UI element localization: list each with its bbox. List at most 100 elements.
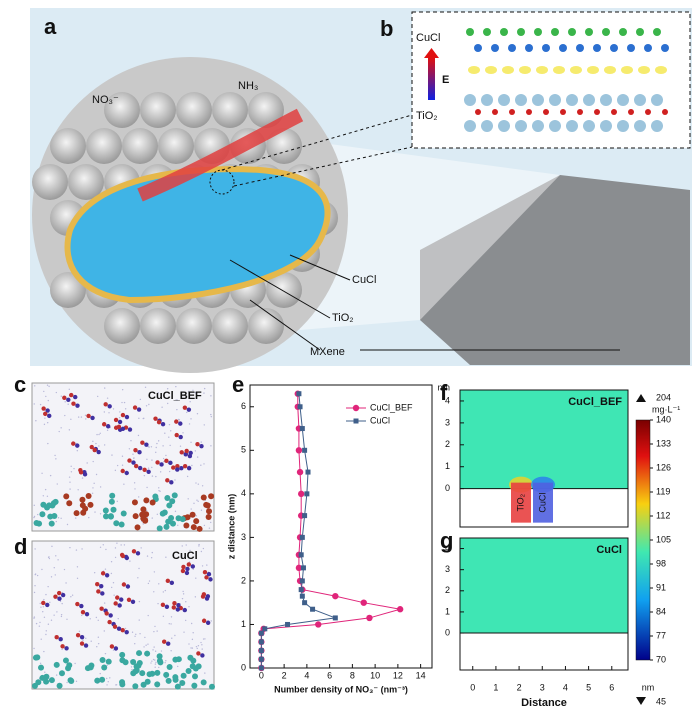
water — [121, 389, 124, 391]
water — [46, 422, 49, 424]
ion — [174, 432, 179, 438]
water — [210, 413, 212, 416]
water — [96, 433, 98, 436]
colorbar-tick-label: 140 — [656, 414, 671, 424]
surface-atom — [40, 501, 47, 508]
ion — [200, 653, 205, 658]
surface-atom — [82, 505, 89, 512]
water — [46, 495, 49, 497]
ion — [45, 602, 50, 608]
atom — [568, 28, 576, 36]
ion — [146, 469, 151, 475]
water — [210, 415, 213, 418]
water — [114, 556, 117, 559]
ion — [60, 592, 66, 598]
water — [210, 521, 212, 524]
x-tick-label: 10 — [370, 670, 380, 680]
water — [168, 436, 170, 438]
water — [110, 572, 113, 575]
ion — [47, 413, 52, 419]
water — [99, 546, 102, 548]
surface-atom — [184, 514, 191, 521]
water — [182, 590, 184, 593]
water — [137, 577, 139, 579]
x-tick-label: 14 — [416, 670, 426, 680]
point — [366, 614, 373, 622]
surface-atom — [109, 492, 116, 499]
ion — [124, 629, 129, 635]
water — [117, 617, 119, 620]
water — [43, 423, 46, 426]
ion — [117, 419, 123, 425]
charge — [468, 66, 480, 74]
water — [166, 388, 169, 390]
water — [106, 684, 108, 686]
x-tick-label: 0 — [259, 670, 264, 680]
atom — [491, 44, 499, 52]
water — [48, 385, 50, 388]
water — [194, 391, 196, 394]
water — [175, 385, 177, 388]
charge — [502, 66, 514, 74]
water — [44, 417, 46, 419]
water — [70, 596, 72, 598]
ion — [43, 411, 48, 417]
surface-atom — [144, 678, 151, 685]
atom — [466, 28, 474, 36]
water — [143, 646, 145, 648]
water — [112, 581, 115, 584]
ion — [53, 594, 58, 599]
water — [188, 390, 190, 393]
charge — [485, 66, 497, 74]
ion — [190, 564, 196, 569]
water — [67, 403, 69, 405]
surface-atom — [164, 494, 171, 501]
ion — [117, 603, 122, 608]
colorbar-tick-label: 112 — [656, 510, 670, 520]
ion — [99, 583, 104, 589]
atom — [532, 120, 544, 132]
ion — [79, 641, 85, 646]
water — [55, 674, 58, 676]
water — [121, 464, 124, 466]
legend-label: CuCl_BEF — [370, 402, 413, 412]
water — [56, 611, 58, 613]
water — [56, 483, 58, 485]
ion — [131, 549, 137, 554]
ion — [200, 594, 206, 599]
water — [210, 395, 212, 397]
water — [196, 499, 198, 501]
ion — [69, 392, 74, 398]
surface-atom — [152, 493, 159, 500]
ion — [175, 467, 180, 472]
water — [66, 681, 68, 684]
water — [137, 434, 140, 437]
atom — [525, 44, 533, 52]
water — [40, 638, 42, 640]
ion — [132, 405, 138, 410]
surface-atom — [189, 511, 196, 518]
surface-atom — [142, 517, 149, 524]
water — [177, 665, 179, 668]
surface-atom — [113, 520, 120, 527]
molecule-label: NO₃⁻ — [92, 94, 119, 106]
ion — [202, 570, 208, 575]
water — [76, 566, 79, 568]
ion — [83, 643, 89, 648]
water — [138, 619, 140, 621]
field-arrow — [428, 58, 435, 100]
leader — [289, 254, 351, 281]
atom — [651, 94, 663, 106]
water — [106, 429, 109, 431]
surface-atom — [208, 493, 215, 500]
water — [146, 486, 148, 489]
water — [190, 441, 192, 444]
ion — [165, 578, 171, 584]
water — [143, 474, 146, 477]
zoom-cone — [300, 140, 560, 330]
colorbar-max: 204 — [656, 392, 671, 402]
water — [68, 429, 71, 431]
water — [200, 464, 202, 466]
callout: CuCl — [352, 274, 376, 286]
y-axis-label: z distance (nm) — [226, 494, 236, 560]
